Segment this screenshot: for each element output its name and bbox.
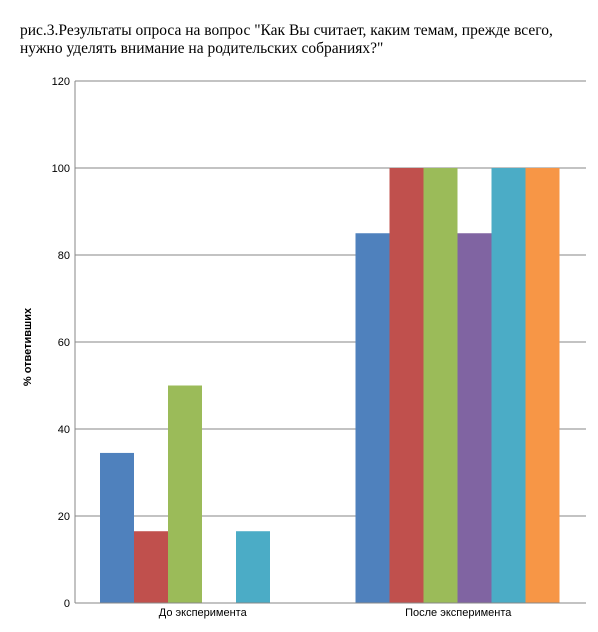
figure-caption: рис.3.Результаты опроса на вопрос "Как В… — [20, 22, 553, 57]
y-tick-label: 80 — [58, 250, 70, 262]
axes — [74, 81, 586, 604]
y-axis-title: % ответивших — [22, 307, 34, 386]
y-tick-label: 0 — [64, 598, 70, 610]
bar-series-3-after — [423, 168, 458, 603]
bar-series-6-after — [525, 168, 560, 603]
bar-series-1-before — [100, 452, 134, 603]
bar-series-5-after — [491, 168, 526, 603]
bar-series-1-after — [355, 233, 390, 603]
bar-series-3-before — [168, 385, 202, 603]
y-tick-label: 40 — [58, 424, 70, 436]
y-tick-label: 120 — [52, 76, 70, 88]
x-category-label: После эксперимента — [405, 607, 512, 619]
y-tick-label: 20 — [58, 511, 70, 523]
y-tick-label: 100 — [52, 163, 70, 175]
bars — [100, 168, 560, 603]
y-tick-label: 60 — [58, 337, 70, 349]
bar-series-4-after — [457, 233, 492, 603]
axis-labels: 0 20 40 60 80 100 120 До эксперимента После эксп… — [22, 76, 512, 619]
x-category-label: До эксперимента — [159, 607, 248, 619]
bar-series-2-before — [134, 531, 168, 603]
bar-series-2-after — [389, 168, 424, 603]
bar-series-5-before — [236, 531, 270, 603]
